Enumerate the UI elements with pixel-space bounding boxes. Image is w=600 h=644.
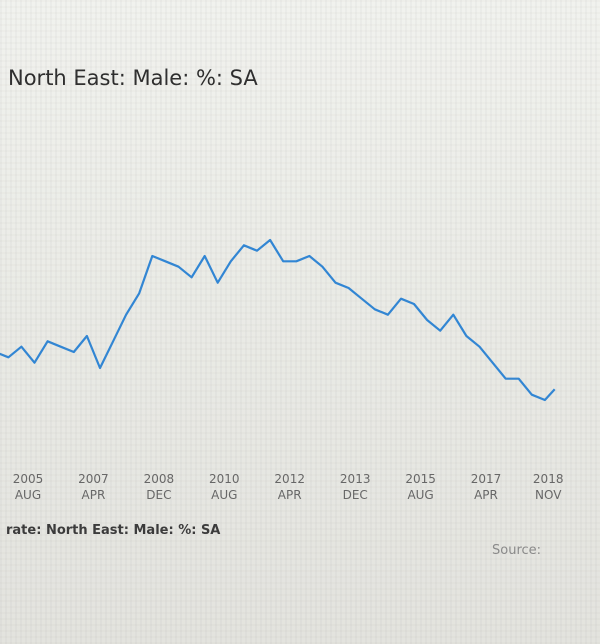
x-tick-year: 2017	[471, 472, 502, 486]
x-tick-year: 2012	[274, 472, 305, 486]
x-tick-year: 2007	[78, 472, 109, 486]
x-tick-year: 2018	[533, 472, 564, 486]
x-tick-month: AUG	[15, 488, 41, 502]
x-tick-month: AUG	[211, 488, 237, 502]
x-tick-year: 2010	[209, 472, 240, 486]
x-tick-month: DEC	[146, 488, 171, 502]
x-tick-month: NOV	[535, 488, 562, 502]
x-tick-year: 2005	[13, 472, 44, 486]
x-tick-month: APR	[278, 488, 302, 502]
x-axis-ticks: 2005 AUG 2007 APR 2008 DEC 2010 AUG 2012 APR 2013 D…	[13, 472, 564, 502]
x-tick-year: 2013	[340, 472, 371, 486]
chart-legend: rate: North East: Male: %: SA	[6, 523, 221, 538]
x-tick-month: DEC	[343, 488, 368, 502]
source-label: Source:	[492, 543, 542, 558]
x-tick-year: 2008	[144, 472, 175, 486]
x-tick-month: APR	[82, 488, 106, 502]
x-tick-month: APR	[474, 488, 498, 502]
chart-title: North East: Male: %: SA	[8, 66, 258, 90]
x-tick-month: AUG	[407, 488, 433, 502]
series-line	[0, 238, 556, 402]
series-layer	[0, 238, 556, 402]
x-tick-year: 2015	[405, 472, 436, 486]
